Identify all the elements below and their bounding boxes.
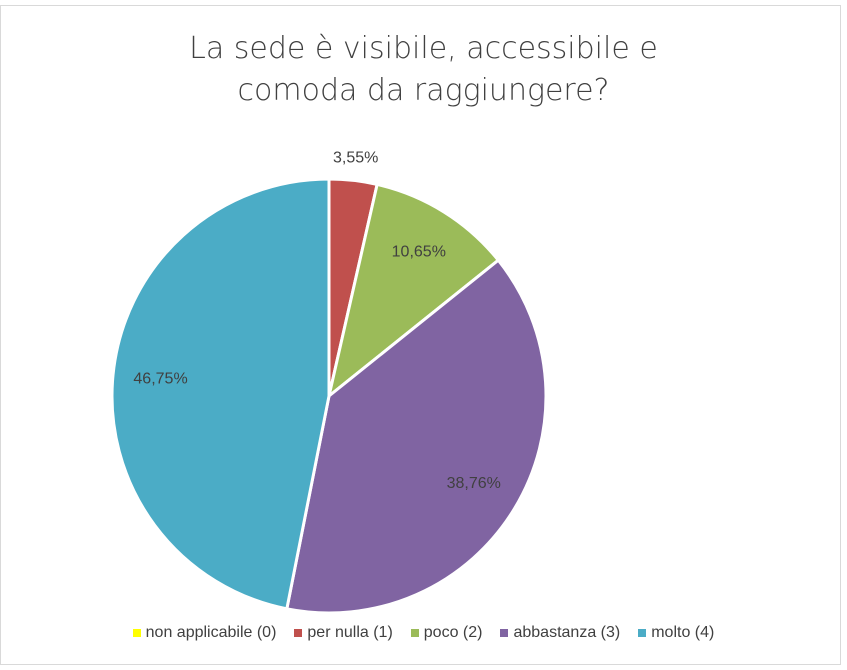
legend-item: abbastanza (3) xyxy=(500,624,620,642)
legend-swatch xyxy=(294,629,303,637)
pie-slice xyxy=(326,182,501,400)
legend-item: non applicabile (0) xyxy=(132,624,277,642)
data-label: 38,76% xyxy=(447,475,501,492)
legend-label: abbastanza (3) xyxy=(513,624,621,641)
legend-swatch xyxy=(132,629,141,637)
pie-slice xyxy=(110,177,331,611)
pie-slice xyxy=(285,258,548,615)
legend-swatch xyxy=(638,629,647,637)
data-label: 10,65% xyxy=(392,244,446,261)
chart-frame xyxy=(0,5,841,665)
legend-swatch xyxy=(500,629,509,637)
legend-label: non applicabile (0) xyxy=(145,624,277,641)
legend-item: poco (2) xyxy=(410,624,483,642)
legend-item: molto (4) xyxy=(638,624,714,642)
legend: non applicabile (0) per nulla (1) poco (2)… xyxy=(0,624,847,642)
legend-label: per nulla (1) xyxy=(307,624,393,641)
legend-label: molto (4) xyxy=(651,624,715,641)
legend-item: per nulla (1) xyxy=(294,624,393,642)
chart-title: La sede è visibile, accessibile e comoda… xyxy=(189,31,658,108)
data-label: 46,75% xyxy=(133,371,187,388)
legend-label: poco (2) xyxy=(423,624,483,641)
data-label: 3,55% xyxy=(333,150,378,167)
legend-swatch xyxy=(410,629,419,637)
